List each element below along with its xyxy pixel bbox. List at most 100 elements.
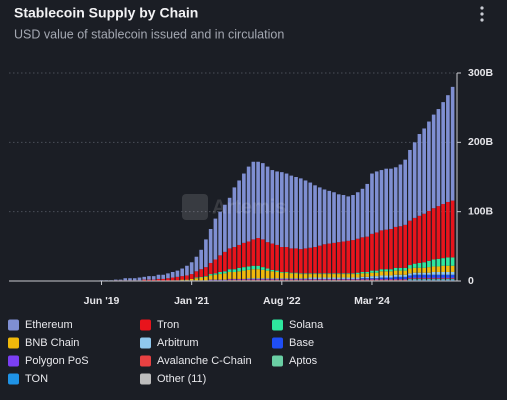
bar-segment xyxy=(322,278,327,280)
bar-segment xyxy=(280,278,284,280)
bar-segment xyxy=(223,273,227,280)
bar-segment xyxy=(431,208,436,260)
bar-segment xyxy=(137,277,142,281)
menu-dot[interactable] xyxy=(480,6,484,10)
legend-swatch xyxy=(272,355,283,367)
bar-segment xyxy=(308,247,313,274)
bar-segment xyxy=(436,274,441,278)
bar-segment xyxy=(450,278,455,279)
bar-segment xyxy=(199,269,203,277)
bar-segment xyxy=(341,277,346,279)
bar-segment xyxy=(436,258,441,267)
bar-segment xyxy=(280,279,284,281)
bar-segment xyxy=(346,240,351,274)
menu-icon[interactable] xyxy=(480,6,484,22)
bar-segment xyxy=(360,278,365,280)
bar-segment xyxy=(446,201,450,258)
bar-segment xyxy=(180,276,184,280)
bar-segment xyxy=(431,279,436,281)
bar-segment xyxy=(246,241,251,267)
bar-segment xyxy=(204,239,208,268)
bar-segment xyxy=(408,275,412,278)
bar-segment xyxy=(298,178,303,250)
bar-segment xyxy=(422,278,426,280)
bar-segment xyxy=(232,247,237,270)
bar-segment xyxy=(294,272,298,274)
bar-segment xyxy=(303,278,308,280)
bar-segment xyxy=(227,269,232,272)
bar-segment xyxy=(317,273,322,275)
bar-segment xyxy=(199,249,203,270)
bar-segment xyxy=(427,274,431,278)
menu-dot[interactable] xyxy=(480,18,484,22)
bar-segment xyxy=(232,187,237,248)
bar-segment xyxy=(270,271,275,279)
bar-segment xyxy=(446,278,450,279)
bar-segment xyxy=(417,267,422,273)
bar-segment xyxy=(422,274,426,278)
bar-segment xyxy=(408,268,412,274)
bar-segment xyxy=(251,279,256,281)
bar-segment xyxy=(446,95,450,202)
bar-segment xyxy=(370,233,374,271)
bar-segment xyxy=(450,274,455,278)
bar-segment xyxy=(332,274,336,278)
bar-segment xyxy=(431,266,436,272)
bar-segment xyxy=(332,273,336,275)
bar-segment xyxy=(237,244,241,268)
bar-segment xyxy=(389,271,393,276)
bar-segment xyxy=(313,247,317,274)
legend-label: BNB Chain xyxy=(25,337,79,349)
bar-segment xyxy=(422,272,426,275)
bar-segment xyxy=(303,273,308,275)
bar-segment xyxy=(317,279,322,281)
bar-segment xyxy=(294,278,298,279)
bar-segment xyxy=(422,267,426,273)
bar-segment xyxy=(294,273,298,279)
bar-segment xyxy=(275,271,279,279)
bar-segment xyxy=(256,265,260,270)
bar-segment xyxy=(227,271,232,279)
bar-segment xyxy=(360,188,365,238)
bar-segment xyxy=(322,189,327,245)
bar-segment xyxy=(227,279,232,281)
bar-segment xyxy=(242,278,246,280)
bar-segment xyxy=(412,278,417,280)
bar-segment xyxy=(436,109,441,207)
bar-segment xyxy=(151,276,156,280)
bar-segment xyxy=(379,279,384,281)
bar-segment xyxy=(166,273,170,279)
legend-swatch xyxy=(272,319,283,331)
bar-segment xyxy=(436,278,441,280)
bar-segment xyxy=(261,278,265,279)
bar-segment xyxy=(422,128,426,214)
bar-segment xyxy=(213,274,218,280)
bar-segment xyxy=(298,279,303,281)
bar-segment xyxy=(256,238,260,266)
bar-segment xyxy=(265,279,270,281)
legend-label: Base xyxy=(289,337,314,349)
bar-segment xyxy=(289,175,294,249)
bar-segment xyxy=(436,278,441,279)
bar-segment xyxy=(284,173,289,248)
bar-segment xyxy=(336,277,341,279)
bar-segment xyxy=(213,259,218,274)
bar-segment xyxy=(289,273,294,279)
bar-segment xyxy=(246,166,251,242)
bar-segment xyxy=(265,278,270,279)
bar-segment xyxy=(403,279,407,281)
bar-segment xyxy=(251,161,256,240)
bar-segment xyxy=(327,279,332,281)
bar-segment xyxy=(384,279,389,281)
bar-segment xyxy=(275,171,279,245)
bar-segment xyxy=(261,163,265,240)
menu-dot[interactable] xyxy=(480,12,484,16)
bar-segment xyxy=(398,276,403,279)
bar-segment xyxy=(412,278,417,279)
bar-segment xyxy=(403,159,407,225)
bar-segment xyxy=(280,278,284,279)
legend-swatch xyxy=(140,373,151,385)
bar-segment xyxy=(256,278,260,279)
bar-segment xyxy=(446,271,450,275)
bar-segment xyxy=(175,270,180,277)
